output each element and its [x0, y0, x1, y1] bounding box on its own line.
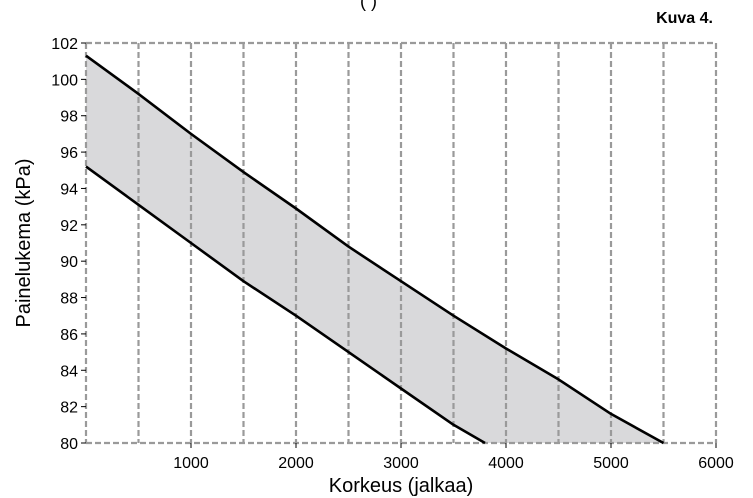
y-tick-label-102: 102	[51, 36, 78, 53]
x-tick-label-3000: 3000	[383, 455, 419, 472]
x-tick-label-1000: 1000	[173, 455, 209, 472]
y-tick-label-84: 84	[60, 363, 78, 380]
y-tick-label-96: 96	[60, 145, 78, 162]
x-tick-label-5000: 5000	[593, 455, 629, 472]
pressure-band-area	[86, 55, 664, 443]
y-tick-label-88: 88	[60, 291, 78, 308]
top-clipped-text: ( )	[360, 0, 377, 11]
x-tick-label-2000: 2000	[278, 455, 314, 472]
y-tick-label-86: 86	[60, 327, 78, 344]
y-tick-label-98: 98	[60, 109, 78, 126]
y-tick-label-82: 82	[60, 400, 78, 417]
y-tick-label-92: 92	[60, 218, 78, 235]
y-tick-label-94: 94	[60, 181, 78, 198]
x-tick-label-6000: 6000	[698, 455, 734, 472]
upper-boundary-line	[85, 54, 665, 445]
y-tick-label-80: 80	[60, 436, 78, 453]
figure-label: Kuva 4.	[656, 10, 713, 27]
y-axis-title: Painelukema (kPa)	[13, 159, 35, 328]
y-tick-label-100: 100	[51, 72, 78, 89]
x-axis-title: Korkeus (jalkaa)	[329, 475, 474, 497]
lower-boundary-line	[85, 165, 486, 445]
x-tick-label-4000: 4000	[488, 455, 524, 472]
y-tick-label-90: 90	[60, 254, 78, 271]
